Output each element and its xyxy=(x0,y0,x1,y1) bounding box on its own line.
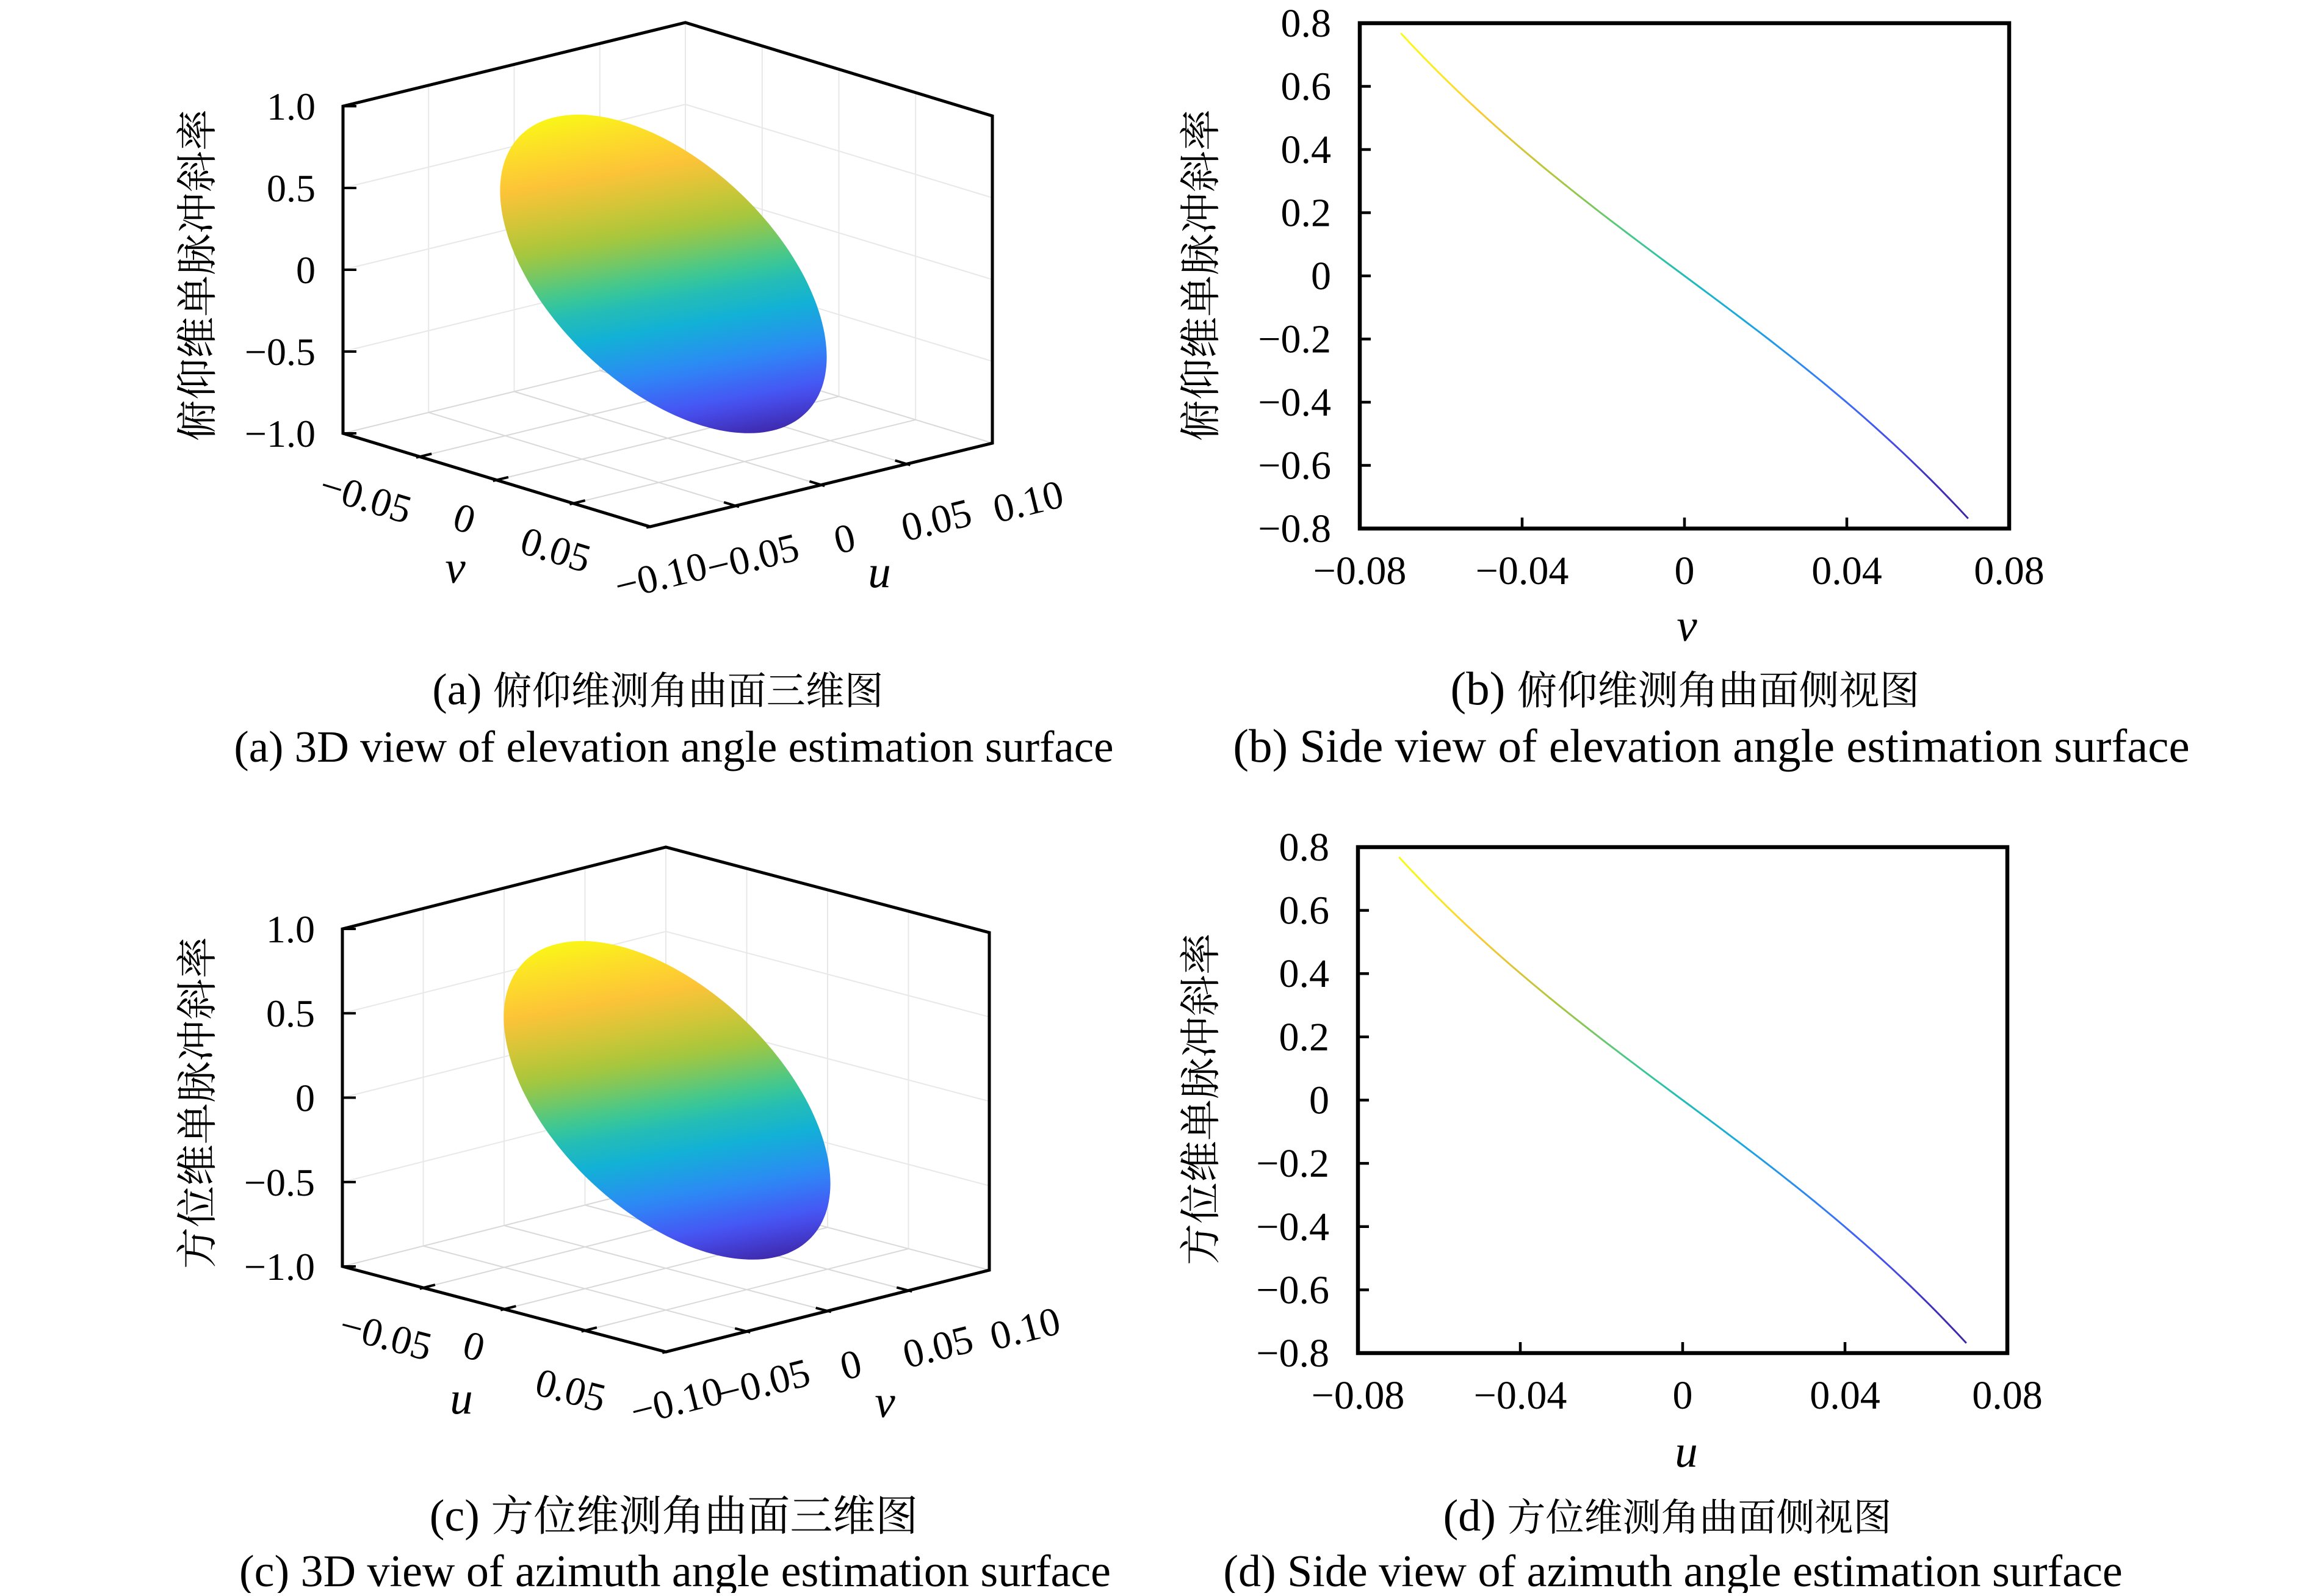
svg-text:−1.0: −1.0 xyxy=(244,1245,315,1288)
svg-text:0.4: 0.4 xyxy=(1281,128,1332,172)
svg-text:0.5: 0.5 xyxy=(267,167,316,210)
svg-text:−0.2: −0.2 xyxy=(1258,317,1331,362)
svg-text:0: 0 xyxy=(1309,1078,1329,1123)
svg-text:(d) Side view of azimuth angle: (d) Side view of azimuth angle estimatio… xyxy=(1223,1547,2122,1593)
svg-text:(d): (d) xyxy=(1443,1491,1496,1541)
svg-text:0: 0 xyxy=(1311,254,1331,298)
svg-text:v: v xyxy=(875,1377,895,1428)
svg-text:0.2: 0.2 xyxy=(1279,1015,1330,1060)
svg-text:v: v xyxy=(1677,601,1697,651)
svg-text:−0.04: −0.04 xyxy=(1474,1373,1567,1418)
svg-text:−0.08: −0.08 xyxy=(1313,549,1407,593)
svg-text:−0.4: −0.4 xyxy=(1256,1205,1329,1249)
svg-text:(a): (a) xyxy=(432,665,482,714)
svg-text:0.04: 0.04 xyxy=(1810,1373,1880,1418)
svg-text:(b): (b) xyxy=(1451,662,1506,715)
svg-text:1.0: 1.0 xyxy=(267,85,316,128)
svg-text:(b) Side view of elevation ang: (b) Side view of elevation angle estimat… xyxy=(1233,720,2189,772)
svg-text:u: u xyxy=(868,547,891,598)
svg-text:0.6: 0.6 xyxy=(1279,889,1330,933)
svg-text:u: u xyxy=(450,1373,473,1424)
svg-text:0: 0 xyxy=(296,248,316,292)
svg-text:0.6: 0.6 xyxy=(1281,65,1332,109)
svg-text:v: v xyxy=(445,543,466,593)
svg-text:1.0: 1.0 xyxy=(266,908,315,951)
svg-text:0.08: 0.08 xyxy=(1972,1373,2043,1418)
svg-text:−0.04: −0.04 xyxy=(1476,549,1569,593)
svg-text:0.08: 0.08 xyxy=(1974,549,2045,593)
svg-text:0.04: 0.04 xyxy=(1811,549,1882,593)
svg-text:(a) 3D view of elevation angle: (a) 3D view of elevation angle estimatio… xyxy=(234,722,1113,771)
svg-text:−0.8: −0.8 xyxy=(1256,1331,1329,1376)
svg-text:0.2: 0.2 xyxy=(1281,191,1332,236)
svg-text:−0.5: −0.5 xyxy=(244,1161,315,1204)
svg-text:u: u xyxy=(1675,1426,1698,1477)
svg-text:0: 0 xyxy=(1675,549,1695,593)
svg-text:0.4: 0.4 xyxy=(1279,951,1330,996)
svg-text:(c): (c) xyxy=(430,1491,480,1541)
svg-text:−0.8: −0.8 xyxy=(1258,507,1331,551)
svg-text:−0.6: −0.6 xyxy=(1256,1268,1329,1312)
svg-text:−0.6: −0.6 xyxy=(1258,444,1331,488)
svg-text:−0.2: −0.2 xyxy=(1256,1141,1329,1186)
svg-text:(c) 3D view of azimuth angle e: (c) 3D view of azimuth angle estimation … xyxy=(239,1547,1111,1593)
svg-text:−0.08: −0.08 xyxy=(1312,1373,1405,1418)
svg-text:−0.4: −0.4 xyxy=(1258,380,1331,425)
svg-text:0: 0 xyxy=(295,1077,315,1120)
svg-text:−1.0: −1.0 xyxy=(245,412,316,455)
svg-text:−0.5: −0.5 xyxy=(245,330,316,374)
svg-text:0: 0 xyxy=(1673,1373,1693,1418)
svg-text:0.5: 0.5 xyxy=(266,992,315,1035)
svg-text:0.8: 0.8 xyxy=(1279,825,1330,870)
svg-text:0.8: 0.8 xyxy=(1281,1,1332,46)
